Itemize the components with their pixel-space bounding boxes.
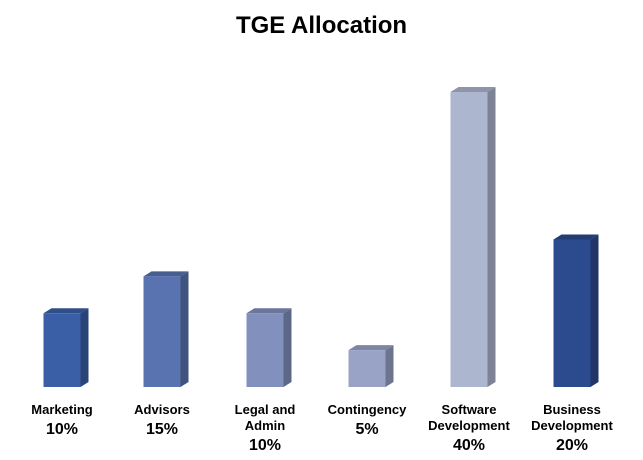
bar-marketing <box>43 308 89 387</box>
category-label-software-development-line-2: Development <box>428 418 510 433</box>
value-label-marketing: 10% <box>46 421 78 438</box>
bar-front-advisors <box>143 276 181 387</box>
bar-front-business-development <box>553 239 591 387</box>
value-label-advisors: 15% <box>146 421 178 438</box>
bar-business-development <box>553 234 599 387</box>
bar-top-contingency <box>348 345 394 351</box>
category-label-software-development-line-1: Software <box>442 402 497 417</box>
bar-front-marketing <box>43 313 81 387</box>
category-label-advisors: Advisors <box>134 402 190 417</box>
category-label-business-development-line-1: Business <box>543 402 601 417</box>
bar-top-marketing <box>43 308 89 314</box>
bar-software-development <box>450 87 496 387</box>
bar-top-legal-and-admin <box>246 308 292 314</box>
chart-title: TGE Allocation <box>235 12 408 39</box>
bar-side-business-development <box>590 234 599 387</box>
value-label-software-development: 40% <box>453 437 485 454</box>
bar-legal-and-admin <box>246 308 292 387</box>
category-label-business-development-line-2: Development <box>531 418 613 433</box>
bar-advisors <box>143 271 189 387</box>
category-label-legal-and-admin-line-2: Admin <box>245 418 286 433</box>
category-label-marketing: Marketing <box>31 402 92 417</box>
value-label-legal-and-admin: 10% <box>249 437 281 454</box>
value-label-contingency: 5% <box>355 421 378 438</box>
bar-contingency <box>348 345 394 387</box>
bar-side-software-development <box>487 87 496 387</box>
bar-side-marketing <box>80 308 89 387</box>
bar-side-legal-and-admin <box>283 308 292 387</box>
bar-top-software-development <box>450 87 496 92</box>
category-label-contingency: Contingency <box>328 402 407 417</box>
bar-side-advisors <box>180 271 189 387</box>
value-label-business-development: 20% <box>556 437 588 454</box>
bar-side-contingency <box>385 345 394 387</box>
bar-top-business-development <box>553 234 599 240</box>
category-label-legal-and-admin-line-1: Legal and <box>235 402 296 417</box>
bar-front-software-development <box>450 92 488 387</box>
bar-front-contingency <box>348 350 386 387</box>
bar-top-advisors <box>143 271 189 277</box>
bar-front-legal-and-admin <box>246 313 284 387</box>
